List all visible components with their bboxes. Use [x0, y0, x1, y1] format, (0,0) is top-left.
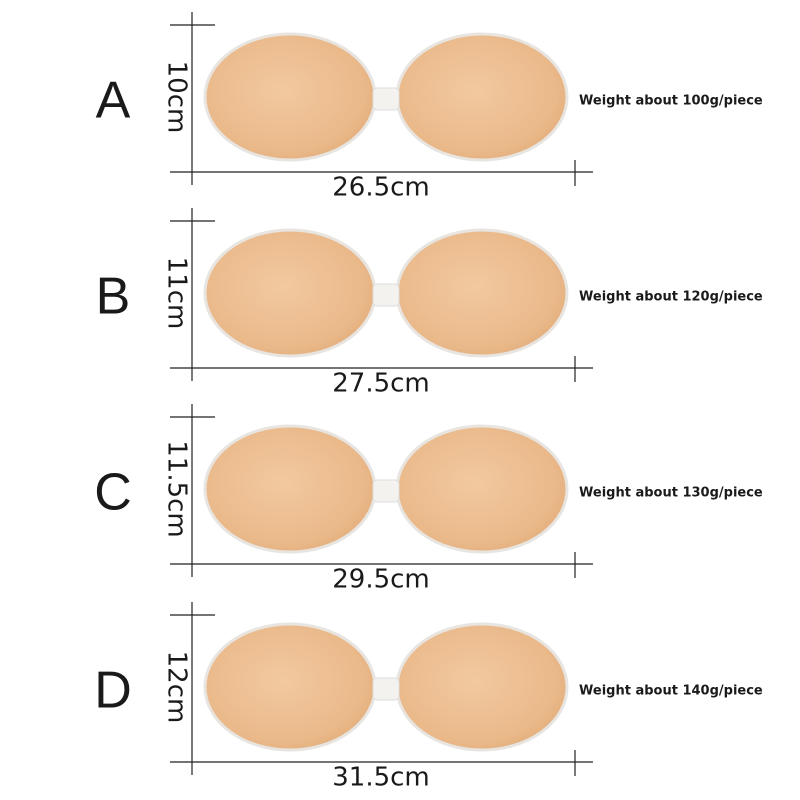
connector [372, 479, 400, 503]
cup [395, 228, 569, 358]
weight-label: Weight about 140g/piece [579, 684, 763, 699]
cup [395, 622, 569, 752]
size-row: D 12cm 31.5cm Weight about 140g/piece [94, 602, 763, 793]
size-letter: C [94, 464, 132, 522]
size-row: A 10cm 26.5cm Weight about 100g/piece [96, 12, 763, 203]
cup [203, 32, 377, 162]
weight-label: Weight about 120g/piece [579, 290, 763, 305]
cup [203, 228, 377, 358]
size-row: C 11.5cm 29.5cm Weight about 130g/piece [94, 404, 763, 595]
height-label: 10cm [162, 61, 192, 134]
width-label: 29.5cm [332, 565, 430, 595]
size-letter: A [96, 72, 131, 130]
weight-label: Weight about 130g/piece [579, 486, 763, 501]
size-letter: B [96, 268, 131, 326]
weight-label: Weight about 100g/piece [579, 94, 763, 109]
size-letter: D [94, 662, 132, 720]
connector [372, 87, 400, 111]
cup [395, 32, 569, 162]
cup [395, 424, 569, 554]
cup [203, 424, 377, 554]
height-label: 12cm [162, 651, 192, 724]
width-label: 26.5cm [332, 173, 430, 203]
cup [203, 622, 377, 752]
height-label: 11.5cm [162, 440, 192, 538]
height-label: 11cm [162, 257, 192, 330]
width-label: 27.5cm [332, 369, 430, 399]
connector [372, 283, 400, 307]
width-label: 31.5cm [332, 763, 430, 793]
connector [372, 677, 400, 701]
size-row: B 11cm 27.5cm Weight about 120g/piece [96, 208, 763, 399]
